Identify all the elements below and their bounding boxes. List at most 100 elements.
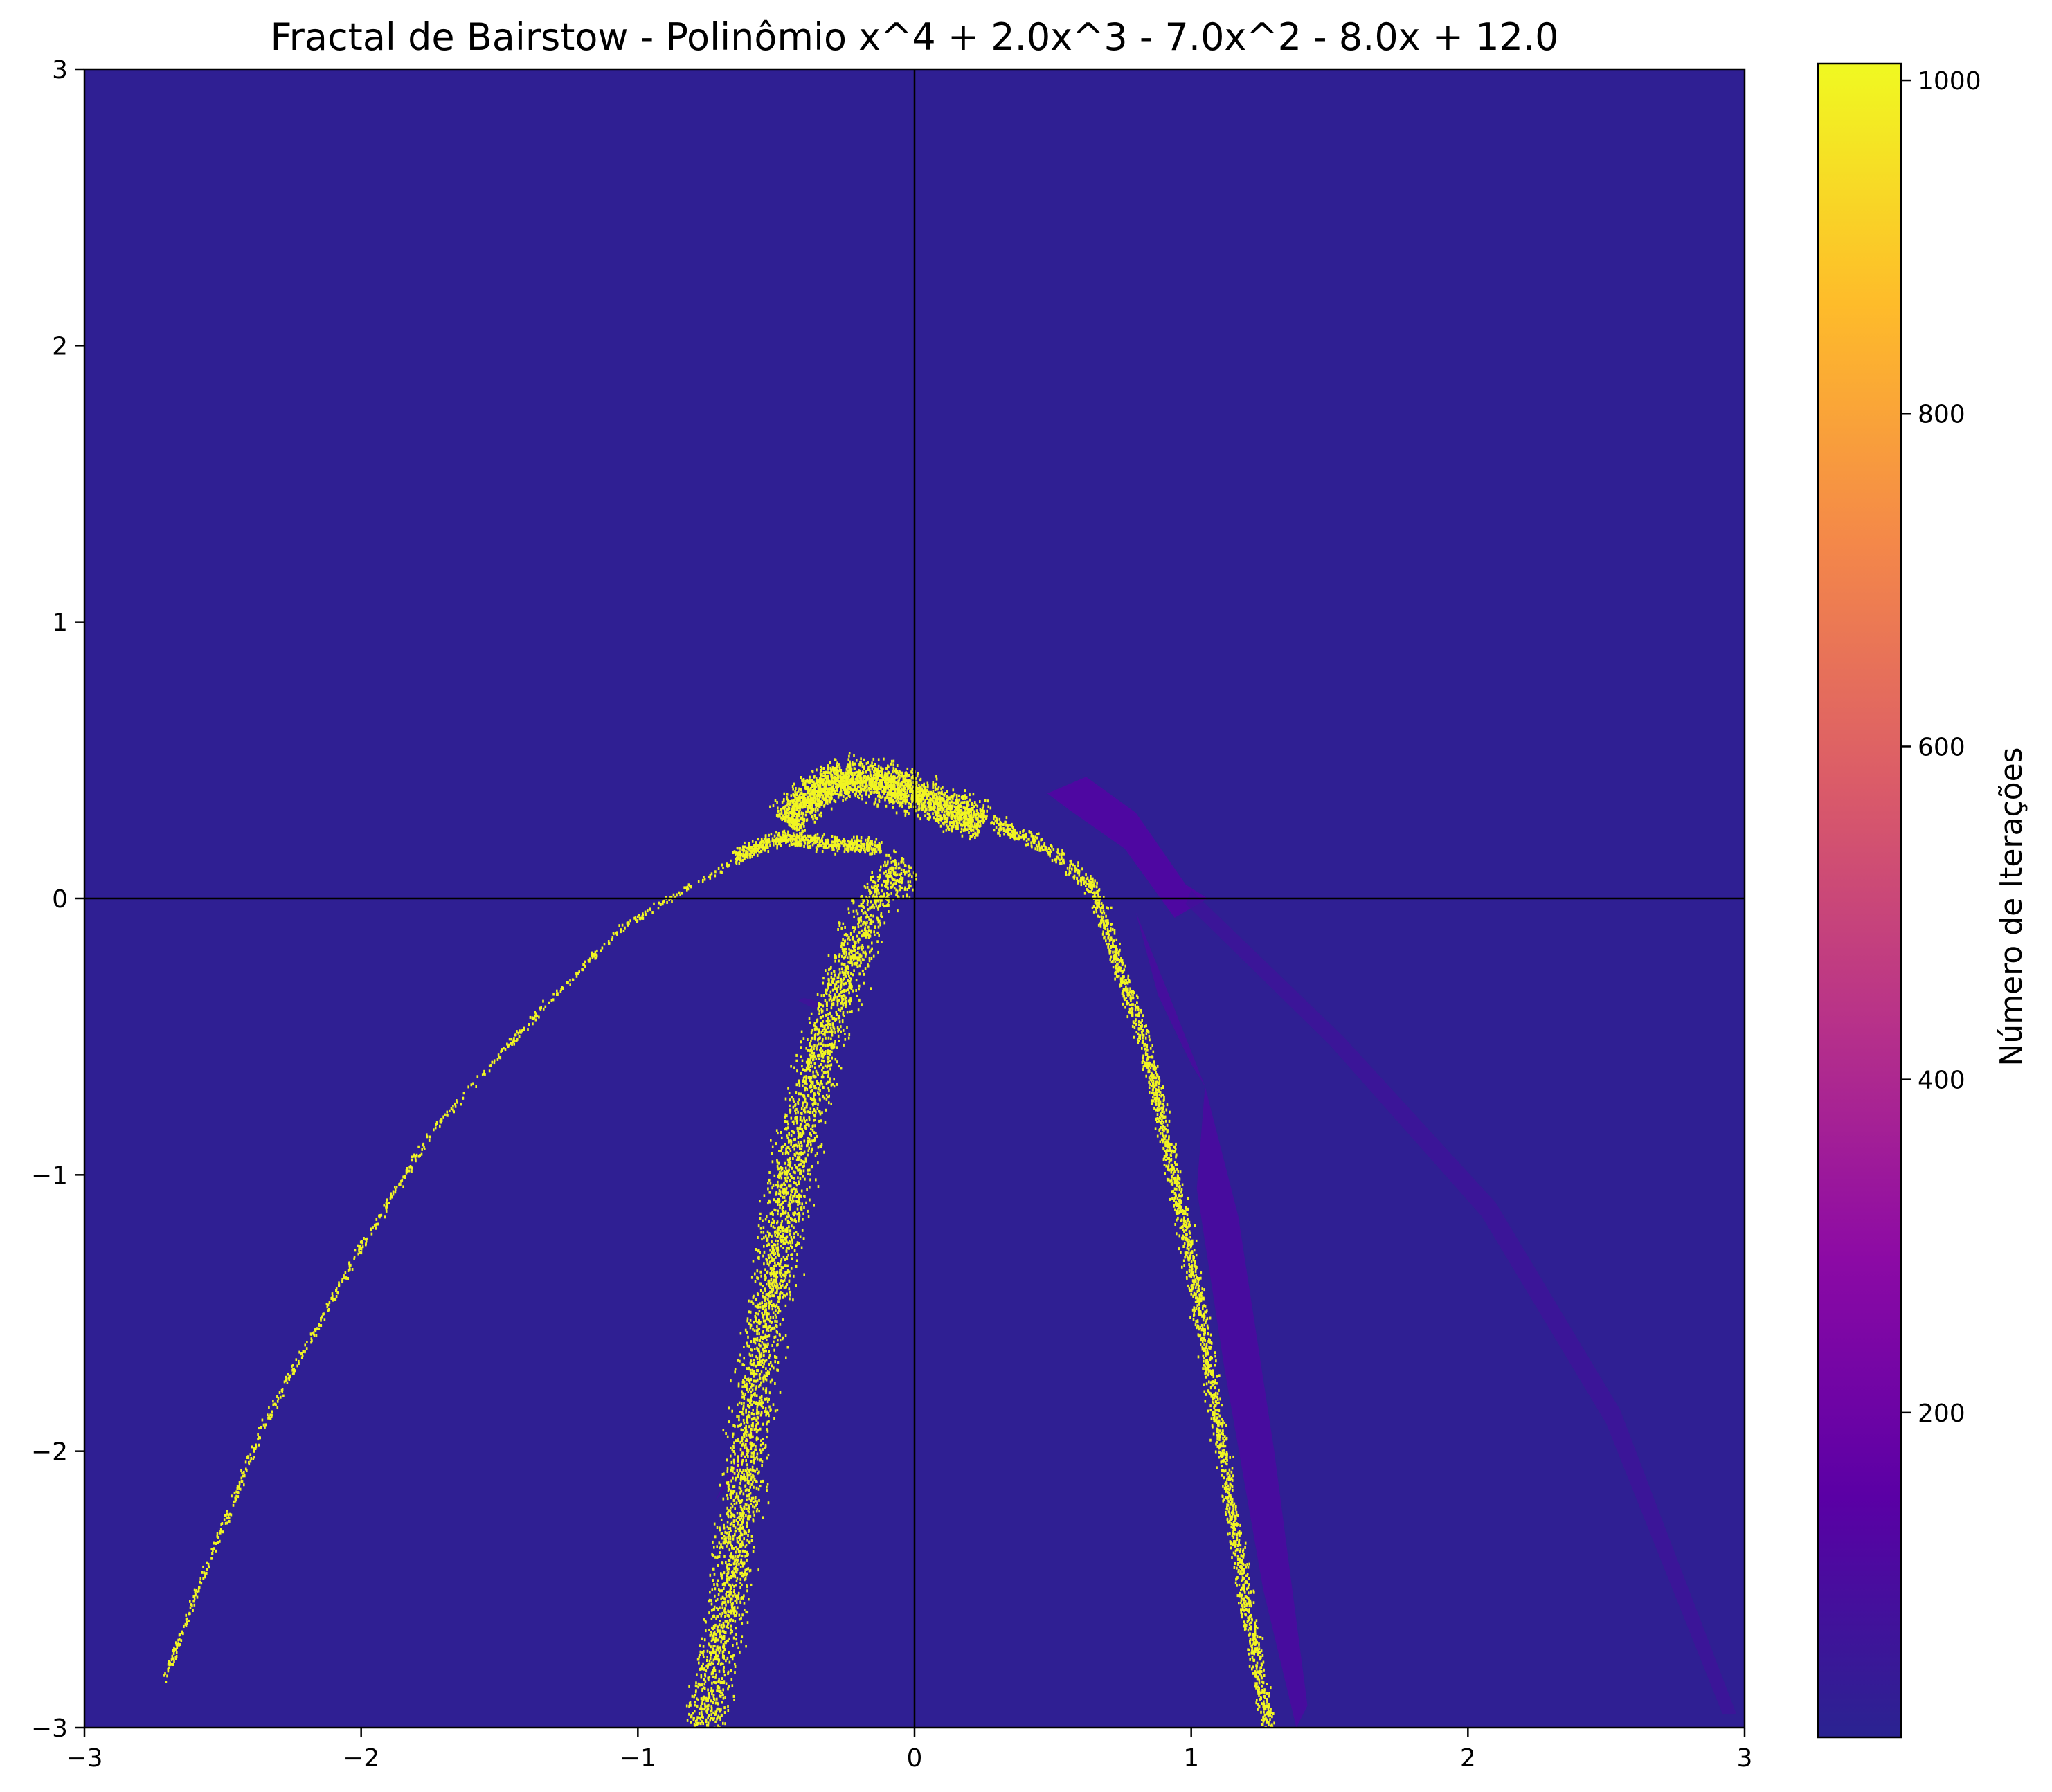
iteration-point (816, 993, 819, 996)
iteration-point (876, 892, 878, 895)
iteration-point (919, 797, 921, 801)
iteration-point (800, 842, 802, 846)
iteration-point (827, 839, 829, 842)
iteration-point (924, 806, 927, 810)
iteration-point (873, 851, 876, 855)
iteration-point (961, 824, 964, 827)
iteration-point (816, 1134, 818, 1138)
iteration-point (764, 1268, 766, 1271)
iteration-point (497, 1053, 500, 1057)
iteration-point (795, 833, 798, 837)
iteration-point (820, 811, 822, 815)
iteration-point (217, 1536, 219, 1539)
iteration-point (248, 1463, 251, 1466)
iteration-point (872, 779, 874, 781)
iteration-point (799, 793, 801, 797)
iteration-point (774, 838, 777, 841)
iteration-point (701, 1711, 703, 1714)
iteration-point (413, 1155, 415, 1158)
iteration-point (816, 840, 818, 842)
iteration-point (746, 1589, 748, 1593)
iteration-point (916, 798, 918, 802)
iteration-point (811, 1139, 813, 1143)
iteration-point (856, 842, 858, 845)
iteration-point (764, 840, 766, 843)
iteration-point (833, 840, 835, 844)
iteration-point (775, 814, 778, 817)
iteration-point (717, 867, 720, 870)
iteration-point (252, 1457, 255, 1460)
iteration-point (847, 847, 849, 850)
iteration-point (386, 1202, 388, 1206)
iteration-point (803, 1206, 805, 1209)
iteration-point (276, 1395, 278, 1398)
iteration-point (786, 835, 788, 838)
iteration-point (567, 981, 569, 985)
iteration-point (780, 838, 783, 841)
iteration-point (864, 775, 867, 778)
iteration-point (745, 850, 747, 853)
iteration-point (843, 795, 845, 798)
iteration-point (870, 782, 872, 786)
iteration-point (793, 818, 796, 822)
iteration-point (348, 1263, 351, 1267)
iteration-point (202, 1565, 204, 1568)
iteration-point (267, 1413, 269, 1417)
iteration-point (872, 903, 874, 907)
iteration-point (935, 782, 937, 786)
iteration-point (777, 806, 779, 810)
iteration-point (872, 847, 875, 851)
iteration-point (744, 845, 746, 849)
iteration-point (792, 832, 795, 835)
iteration-point (748, 1322, 750, 1325)
iteration-point (354, 1249, 357, 1252)
iteration-point (826, 838, 829, 842)
iteration-point (848, 1033, 851, 1036)
iteration-point (808, 778, 811, 781)
iteration-point (765, 1413, 767, 1417)
iteration-point (745, 1568, 748, 1571)
iteration-point (818, 836, 820, 840)
iteration-point (820, 791, 822, 795)
iteration-point (173, 1649, 176, 1652)
iteration-point (775, 842, 777, 845)
iteration-point (855, 842, 857, 845)
iteration-point (616, 933, 618, 936)
iteration-point (814, 1154, 817, 1157)
iteration-point (856, 847, 858, 851)
iteration-point (879, 848, 882, 851)
iteration-point (774, 1227, 776, 1229)
iteration-point (857, 849, 860, 852)
iteration-point (837, 795, 840, 799)
iteration-point (859, 772, 861, 775)
iteration-point (782, 1283, 784, 1287)
iteration-point (869, 840, 872, 843)
iteration-point (829, 995, 832, 998)
iteration-point (968, 820, 971, 823)
iteration-point (753, 1348, 756, 1350)
iteration-point (984, 799, 987, 802)
iteration-point (842, 938, 844, 941)
iteration-point (944, 815, 946, 818)
iteration-point (813, 1096, 815, 1099)
region-inner-petal (1135, 912, 1205, 1087)
iteration-point (357, 1252, 359, 1256)
iteration-point (953, 814, 956, 817)
iteration-point (975, 803, 977, 806)
iteration-point (921, 797, 923, 800)
iteration-point (850, 977, 852, 981)
iteration-point (746, 1494, 748, 1498)
iteration-point (848, 787, 850, 790)
iteration-point (721, 1636, 723, 1640)
iteration-point (732, 851, 735, 854)
iteration-point (663, 899, 665, 903)
iteration-point (928, 816, 930, 820)
iteration-point (745, 1411, 747, 1414)
iteration-point (702, 1722, 704, 1725)
iteration-point (742, 1469, 744, 1472)
iteration-point (752, 1481, 754, 1484)
iteration-point (789, 818, 792, 822)
iteration-point (834, 841, 836, 844)
iteration-point (798, 1163, 801, 1166)
iteration-point (818, 788, 821, 792)
